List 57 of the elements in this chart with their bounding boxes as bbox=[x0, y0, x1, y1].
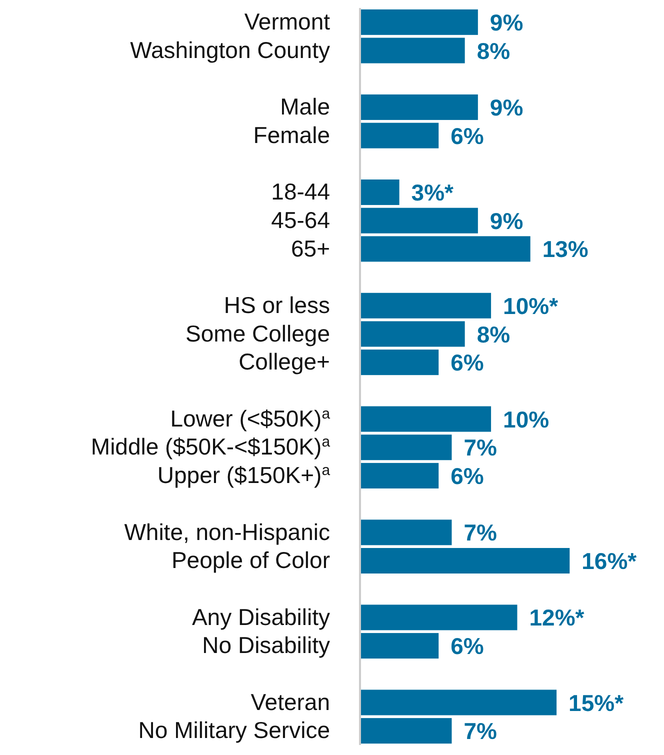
data-label: 7% bbox=[464, 520, 497, 546]
bar bbox=[360, 718, 452, 744]
y-tick-label: Male bbox=[280, 94, 330, 120]
bar bbox=[360, 236, 530, 262]
y-tick-label: 18-44 bbox=[271, 178, 330, 205]
data-label: 12%* bbox=[529, 604, 584, 631]
y-tick-label: Any Disability bbox=[192, 604, 330, 630]
y-tick-label: Upper ($150K+)$^{a}$ bbox=[157, 462, 331, 488]
bar bbox=[360, 321, 465, 347]
y-tick-label: Vermont bbox=[244, 8, 331, 35]
data-label: 16%* bbox=[582, 548, 637, 574]
data-label: 15%* bbox=[568, 690, 624, 716]
data-label: 10% bbox=[503, 406, 550, 432]
data-label: 9% bbox=[490, 94, 524, 120]
data-label: 7% bbox=[464, 718, 497, 744]
y-tick-label: No Military Service bbox=[138, 717, 330, 744]
data-label: 7% bbox=[464, 434, 497, 461]
data-label: 6% bbox=[450, 350, 484, 376]
y-tick-label: 45-64 bbox=[271, 206, 330, 233]
y-tick-label: Veteran bbox=[250, 688, 330, 715]
bar bbox=[360, 9, 478, 35]
bar bbox=[360, 406, 492, 432]
bar bbox=[360, 292, 492, 318]
bar bbox=[360, 179, 400, 206]
bar bbox=[360, 462, 439, 488]
y-tick-label: Lower (<$50K)$^{a}$ bbox=[170, 404, 331, 432]
data-label: 3%* bbox=[411, 180, 454, 206]
data-label: 6% bbox=[450, 462, 484, 489]
data-label: 6% bbox=[450, 122, 484, 149]
bar bbox=[360, 94, 478, 120]
y-tick-label: Some College bbox=[186, 320, 330, 346]
y-tick-label: No Disability bbox=[202, 632, 330, 658]
y-tick-label: College+ bbox=[238, 348, 330, 375]
data-label: 13% bbox=[542, 236, 588, 262]
bar bbox=[360, 208, 478, 234]
y-tick-label: HS or less bbox=[224, 292, 330, 318]
bar bbox=[360, 633, 439, 659]
y-tick-label: White, non-Hispanic bbox=[124, 518, 330, 545]
bar bbox=[360, 548, 570, 574]
bar bbox=[360, 434, 452, 460]
data-label: 9% bbox=[490, 208, 524, 234]
data-label: 10%* bbox=[503, 292, 558, 319]
data-label: 9% bbox=[490, 9, 524, 36]
y-tick-label: Female bbox=[253, 122, 330, 148]
bar bbox=[360, 604, 518, 630]
y-tick-label: People of Color bbox=[171, 547, 330, 574]
y-tick-label: Washington County bbox=[130, 36, 330, 63]
bar bbox=[360, 690, 557, 716]
bar bbox=[360, 520, 452, 546]
bar bbox=[360, 122, 439, 148]
y-tick-label: Middle ($50K-<$150K)$^{a}$ bbox=[90, 433, 331, 460]
data-label: 8% bbox=[476, 321, 510, 348]
bar bbox=[360, 350, 439, 376]
data-label: 8% bbox=[476, 38, 510, 64]
bar bbox=[360, 38, 465, 64]
y-tick-label: 65+ bbox=[290, 235, 330, 262]
data-label: 6% bbox=[450, 633, 484, 660]
